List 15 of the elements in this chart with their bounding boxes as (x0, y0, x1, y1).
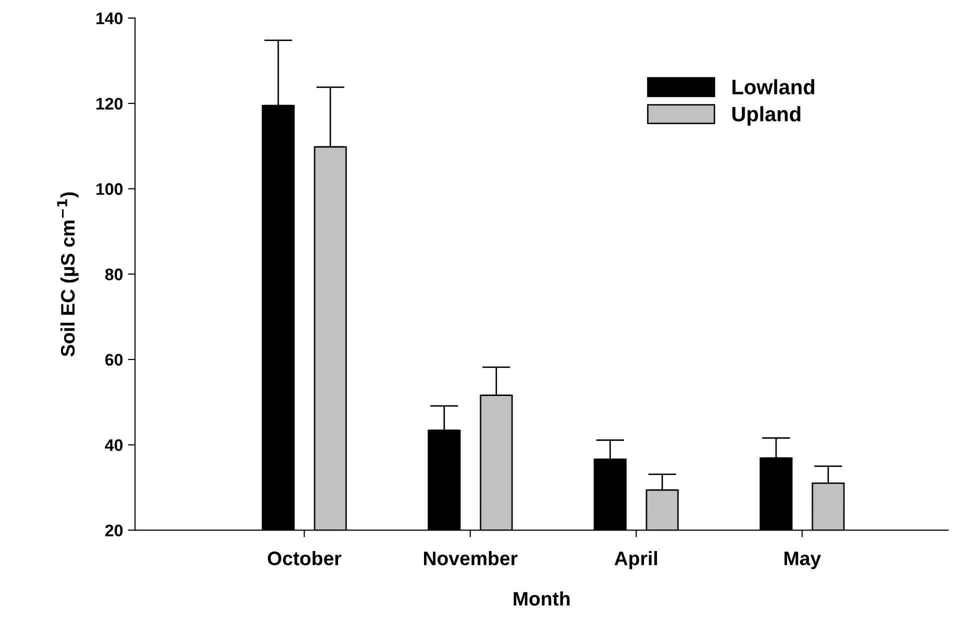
y-tick-label: 40 (104, 439, 123, 452)
legend-label: Upland (732, 106, 800, 126)
x-tick-label: May (784, 552, 821, 570)
y-tick-label: 60 (105, 354, 123, 366)
y-tick-label: 120 (96, 98, 123, 110)
y-tick-label: 100 (96, 183, 123, 195)
x-tick-label: October (268, 551, 342, 566)
y-tick-label: 140 (96, 12, 123, 24)
y-tick-label: 80 (105, 268, 123, 280)
x-tick-label: November (424, 551, 518, 566)
y-axis-title: Soil EC (µS cm$^{−1}$) (57, 192, 79, 356)
y-tick-label: 20 (105, 524, 123, 536)
x-axis-title: Month (514, 591, 570, 606)
legend-label: Lowland (732, 79, 814, 94)
x-tick-label: April (614, 551, 657, 570)
